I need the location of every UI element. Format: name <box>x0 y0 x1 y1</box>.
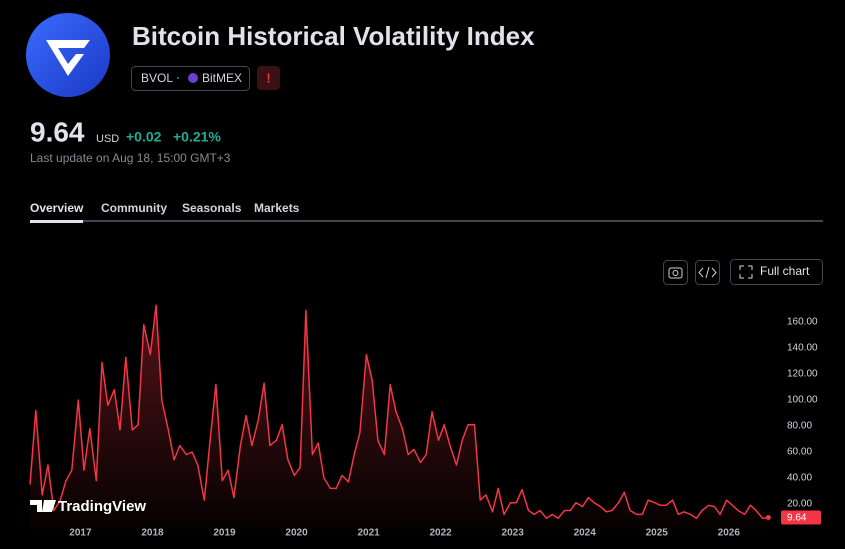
y-tick-label: 20.00 <box>787 499 812 510</box>
y-tick-label: 140.00 <box>787 343 818 354</box>
tab[interactable]: Seasonals <box>182 201 242 215</box>
full-chart-button[interactable] <box>730 259 823 285</box>
tab[interactable]: Overview <box>30 201 84 215</box>
alert: ! <box>266 70 270 85</box>
symbol: BVOL <box>141 71 173 85</box>
symbol-badge[interactable] <box>131 66 250 91</box>
tab[interactable]: Markets <box>254 201 300 215</box>
exchange: BitMEX <box>202 71 242 85</box>
watermark: TradingView <box>30 498 146 515</box>
y-tick-label: 80.00 <box>787 421 812 432</box>
x-tick-label: 2024 <box>574 528 597 539</box>
x-tick-label: 2026 <box>718 528 741 539</box>
chart: 20.00 40.00 60.00 80.00 100.00 120.00 140.00 16… <box>29 304 821 539</box>
tab-active-underline <box>30 220 83 223</box>
tool-buttons <box>663 259 823 285</box>
y-tick-label: 160.00 <box>787 317 818 328</box>
x-tick-label: 2017 <box>69 528 92 539</box>
watermark-text: TradingView <box>58 498 146 515</box>
fullscreen-icon <box>739 265 753 279</box>
x-tick-label: 2018 <box>141 528 164 539</box>
currency: USD <box>96 133 119 145</box>
alert-badge[interactable] <box>257 66 280 90</box>
y-tick-label: 100.00 <box>787 395 818 406</box>
exchange-icon <box>188 73 198 83</box>
camera-lens <box>672 270 679 276</box>
change: +0.02 <box>126 129 162 145</box>
x-tick-label: 2023 <box>502 528 525 539</box>
snapshot-button[interactable] <box>663 260 688 285</box>
full-chart-label: Full chart <box>760 264 810 278</box>
x-tick-label: 2025 <box>646 528 669 539</box>
last-update: Last update on Aug 18, 15:00 GMT+3 <box>30 151 231 165</box>
code-icon <box>698 266 717 279</box>
area-fill <box>30 305 769 530</box>
change-percent: +0.21% <box>173 129 221 145</box>
x-tick-label: 2020 <box>285 528 308 539</box>
last-point <box>765 514 771 520</box>
logo <box>26 13 110 97</box>
x-tick-label: 2019 <box>213 528 236 539</box>
line <box>29 304 769 520</box>
x-tick-label: 2022 <box>429 528 452 539</box>
last-price-label: 9.64 <box>787 513 807 524</box>
y-tick-label: 40.00 <box>787 473 812 484</box>
last-price-badge <box>781 510 821 525</box>
price: 9.64 <box>30 116 85 147</box>
tab-rule <box>30 220 823 222</box>
watermark-logo <box>30 500 56 512</box>
camera-icon <box>668 267 683 279</box>
x-tick-label: 2021 <box>357 528 380 539</box>
separator: · <box>176 70 180 84</box>
y-tick-label: 60.00 <box>787 447 812 458</box>
title: Bitcoin Historical Volatility Index <box>132 21 535 51</box>
tab[interactable]: Community <box>101 201 167 215</box>
y-tick-label: 120.00 <box>787 369 818 380</box>
embed-button[interactable] <box>695 260 720 285</box>
